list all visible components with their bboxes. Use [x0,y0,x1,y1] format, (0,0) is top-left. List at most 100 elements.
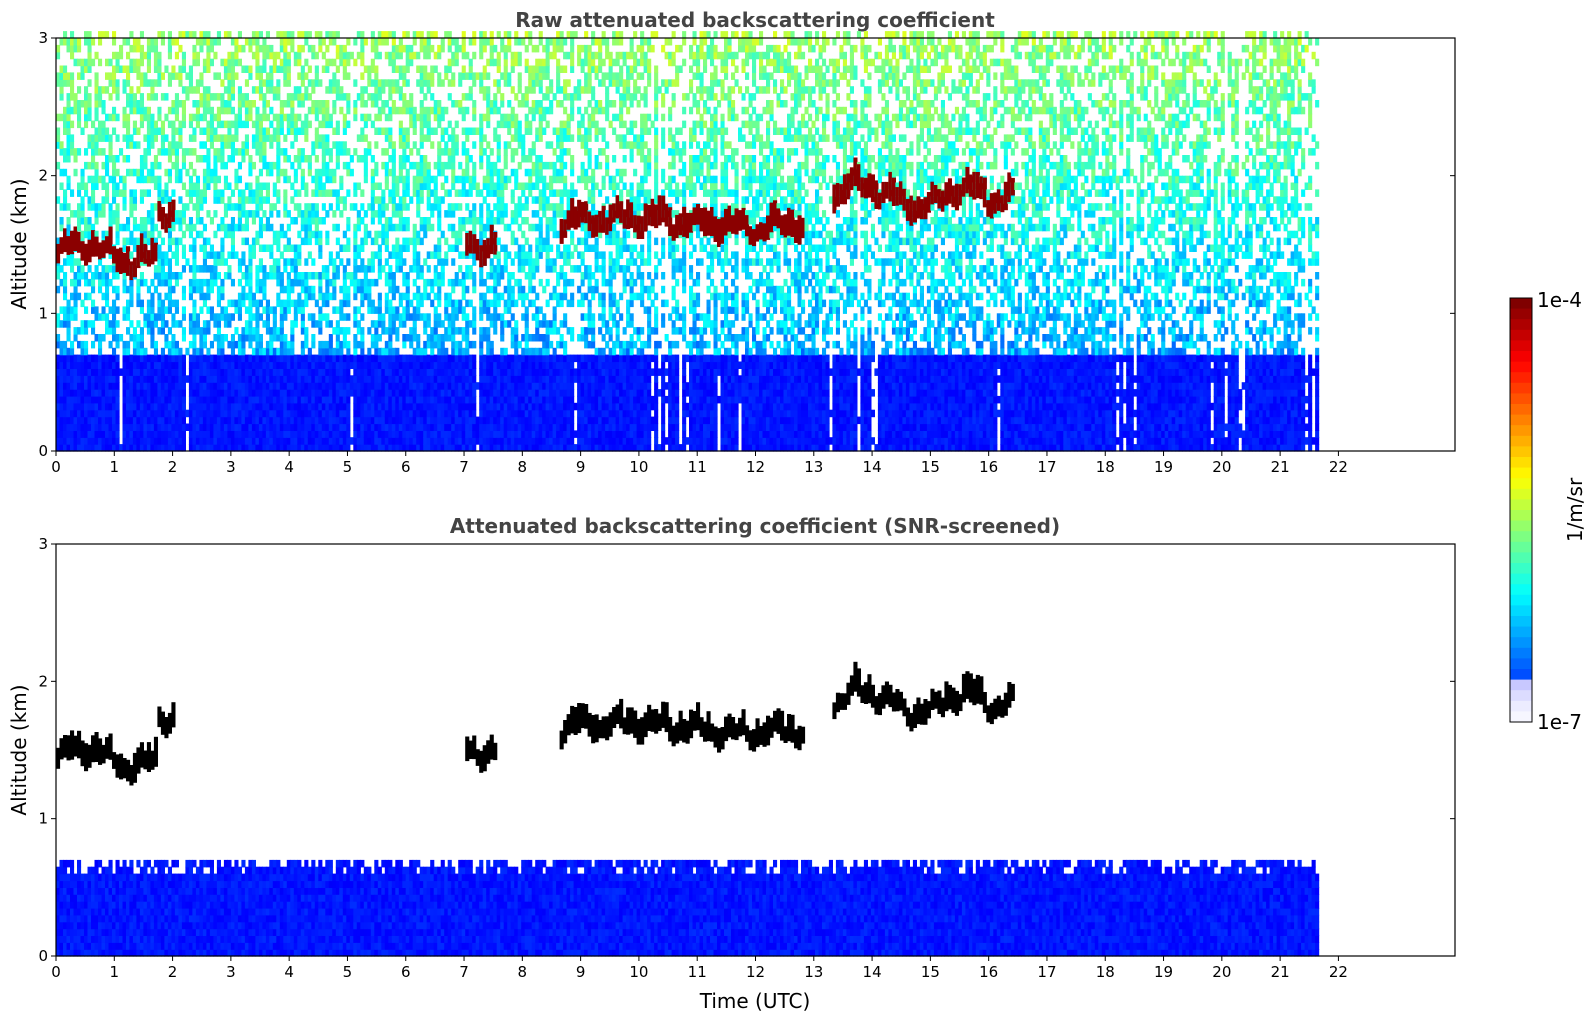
heatmap-cell [147,38,151,46]
heatmap-cell [224,306,228,314]
heatmap-cell [479,203,483,211]
heatmap-cell [427,437,431,445]
heatmap-cell [273,355,277,363]
heatmap-cell [189,189,193,197]
heatmap-cell [297,128,301,136]
heatmap-cell [434,272,438,280]
heatmap-cell [329,437,333,445]
heatmap-cell [385,382,389,390]
heatmap-cell [248,258,252,266]
heatmap-cell [367,348,371,356]
heatmap-cell [294,396,298,404]
heatmap-cell [493,327,497,335]
heatmap-cell [102,203,106,211]
heatmap-cell [140,430,144,438]
heatmap-cell [455,403,459,411]
heatmap-cell [406,437,410,445]
heatmap-cell [259,300,263,308]
heatmap-cell [224,437,228,445]
heatmap-cell [346,341,350,349]
heatmap-cell [490,375,494,383]
heatmap-cell [294,424,298,432]
heatmap-cell [105,403,109,411]
heatmap-cell [116,334,120,342]
heatmap-cell [497,313,501,321]
heatmap-cell [357,320,361,328]
heatmap-cell [231,313,235,321]
heatmap-cell [479,430,483,438]
heatmap-cell [315,430,319,438]
heatmap-cell [444,210,448,218]
heatmap-cell [63,424,67,432]
heatmap-cell [63,389,67,397]
heatmap-cell [109,306,113,314]
heatmap-cell [336,320,340,328]
heatmap-cell [420,86,424,94]
heatmap-cell [385,148,389,156]
heatmap-cell [343,293,347,301]
heatmap-cell [434,437,438,445]
heatmap-cell [294,417,298,425]
heatmap-cell [252,368,256,376]
heatmap-cell [259,341,263,349]
heatmap-cell [364,169,368,177]
heatmap-cell [105,320,109,328]
heatmap-cell [88,93,92,101]
heatmap-cell [353,410,357,418]
heatmap-cell [374,389,378,397]
heatmap-cell [154,424,158,432]
heatmap-cell [423,437,427,445]
heatmap-cell [427,169,431,177]
heatmap-cell [255,327,259,335]
heatmap-cell [493,396,497,404]
heatmap-cell [325,265,329,273]
heatmap-cell [175,272,179,280]
heatmap-cell [297,293,301,301]
heatmap-cell [416,189,420,197]
heatmap-cell [248,334,252,342]
heatmap-cell [70,189,74,197]
heatmap-cell [479,334,483,342]
heatmap-cell [189,286,193,294]
heatmap-cell [360,389,364,397]
heatmap-cell [388,368,392,376]
heatmap-cell [224,176,228,184]
heatmap-cell [116,362,120,370]
heatmap-cell [217,189,221,197]
heatmap-cell [385,176,389,184]
heatmap-cell [490,382,494,390]
heatmap-cell [178,430,182,438]
heatmap-cell [448,293,452,301]
heatmap-cell [444,355,448,363]
heatmap-cell [437,368,441,376]
heatmap-cell [409,341,413,349]
heatmap-cell [147,210,151,218]
heatmap-cell [378,128,382,136]
heatmap-cell [56,368,60,376]
heatmap-cell [245,437,249,445]
heatmap-cell [287,176,291,184]
heatmap-cell [74,300,78,308]
heatmap-cell [147,300,151,308]
heatmap-cell [238,107,242,115]
heatmap-cell [77,341,81,349]
heatmap-cell [444,430,448,438]
heatmap-cell [360,368,364,376]
heatmap-cell [406,389,410,397]
heatmap-cell [154,272,158,280]
heatmap-cell [399,389,403,397]
heatmap-cell [276,238,280,246]
heatmap-cell [416,417,420,425]
heatmap-cell [283,245,287,253]
heatmap-cell [196,410,200,418]
heatmap-cell [343,265,347,273]
heatmap-cell [280,437,284,445]
heatmap-cell [84,375,88,383]
heatmap-cell [231,424,235,432]
heatmap-cell [157,183,161,191]
heatmap-cell [56,52,60,60]
heatmap-cell [455,348,459,356]
heatmap-cell [455,375,459,383]
heatmap-cell [84,38,88,46]
heatmap-cell [116,59,120,66]
